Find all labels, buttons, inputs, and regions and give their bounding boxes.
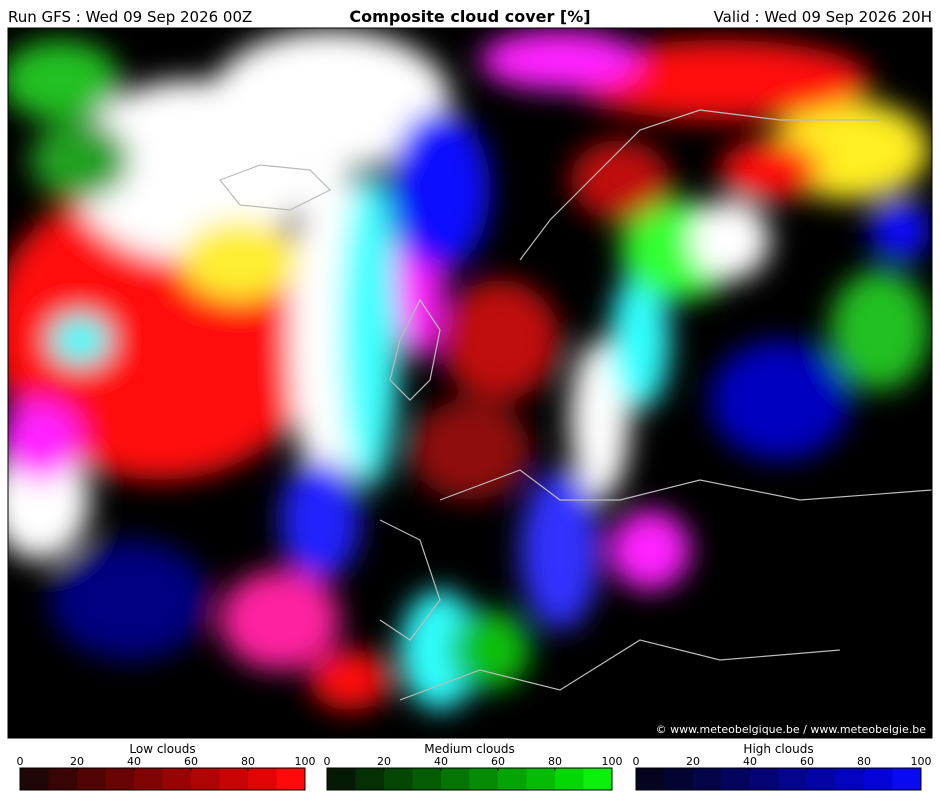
legend-swatch [327, 768, 356, 790]
legend-swatch [778, 768, 808, 790]
legend-swatch [555, 768, 584, 790]
legend-swatch [721, 768, 751, 790]
legend-swatch [526, 768, 556, 790]
legend-tick-label: 20 [70, 755, 84, 768]
legend-swatch [583, 768, 613, 790]
legend-tick-label: 60 [184, 755, 198, 768]
legend-swatch [664, 768, 694, 790]
legend-tick-label: 60 [800, 755, 814, 768]
legend-swatch [276, 768, 306, 790]
credit: © www.meteobelgique.be / www.meteobelgie… [656, 723, 927, 736]
legend-tick-label: 100 [602, 755, 623, 768]
legend-frame [19, 767, 306, 791]
legend-swatch [162, 768, 192, 790]
legend-tick-label: 0 [633, 755, 640, 768]
legend-tick-label: 80 [857, 755, 871, 768]
legend-swatch [248, 768, 277, 790]
legend-swatch [636, 768, 665, 790]
legend-tick-label: 100 [911, 755, 932, 768]
valid-label: Valid : Wed 09 Sep 2026 20H [714, 8, 932, 26]
legend-swatch [441, 768, 470, 790]
legend-frame [635, 767, 922, 791]
legend-swatch [48, 768, 78, 790]
legend-tick-label: 0 [17, 755, 24, 768]
legend-tick-label: 40 [743, 755, 757, 768]
legend-swatch [77, 768, 106, 790]
legend-tick-label: 80 [548, 755, 562, 768]
legend-label: Medium clouds [424, 742, 515, 756]
legend-swatch [20, 768, 49, 790]
legend-frame [326, 767, 613, 791]
legend-swatch [219, 768, 249, 790]
legend-swatch [835, 768, 865, 790]
legend-tick-label: 100 [295, 755, 316, 768]
map-title: Composite cloud cover [%] [349, 7, 590, 26]
legend-swatch [498, 768, 527, 790]
legend-tick-label: 40 [434, 755, 448, 768]
legend-tick-label: 20 [377, 755, 391, 768]
legend-tick-label: 20 [686, 755, 700, 768]
cloud-map [8, 28, 932, 738]
legend-swatch [384, 768, 413, 790]
run-label: Run GFS : Wed 09 Sep 2026 00Z [8, 8, 252, 26]
legend-label: Low clouds [129, 742, 195, 756]
legend-swatch [134, 768, 163, 790]
legend-swatch [693, 768, 722, 790]
legend-swatch [864, 768, 893, 790]
legend-swatch [191, 768, 220, 790]
legend-tick-label: 80 [241, 755, 255, 768]
legend-tick-label: 40 [127, 755, 141, 768]
legend-tick-label: 60 [491, 755, 505, 768]
legend-swatch [807, 768, 836, 790]
legend-swatch [105, 768, 135, 790]
legend-label: High clouds [743, 742, 813, 756]
legend-swatch [892, 768, 922, 790]
legend-tick-label: 0 [324, 755, 331, 768]
map-frame [7, 27, 933, 739]
legend-swatch [750, 768, 779, 790]
legend-swatch [469, 768, 499, 790]
legend-swatch [412, 768, 442, 790]
legend-swatch [355, 768, 385, 790]
